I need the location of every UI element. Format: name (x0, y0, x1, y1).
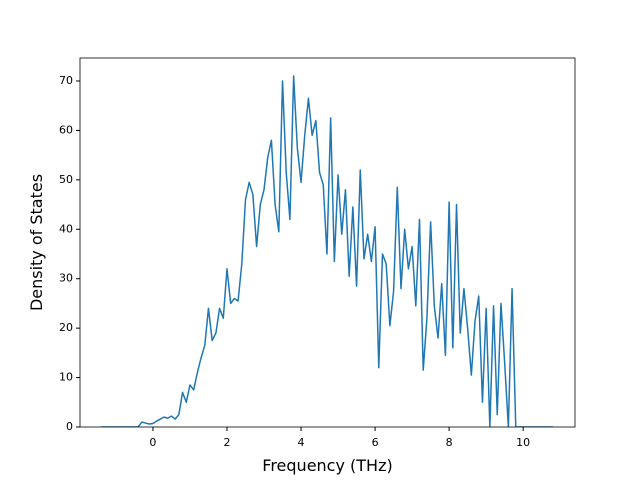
x-axis-label: Frequency (THz) (262, 456, 392, 475)
y-tick-label: 50 (59, 173, 73, 186)
y-tick-label: 30 (59, 272, 73, 285)
y-tick-label: 10 (59, 371, 73, 384)
x-tick-label: 4 (298, 436, 305, 449)
y-tick-label: 20 (59, 321, 73, 334)
y-tick-label: 40 (59, 222, 73, 235)
y-axis-label: Density of States (27, 174, 46, 311)
x-tick-label: 2 (223, 436, 230, 449)
plot-frame (79, 57, 576, 428)
y-tick-label: 0 (66, 420, 73, 433)
x-tick-label: 10 (516, 436, 530, 449)
line (101, 75, 553, 427)
x-tick-label: 8 (446, 436, 453, 449)
x-tick-label: 6 (372, 436, 379, 449)
x-tick-label: 0 (149, 436, 156, 449)
y-tick-label: 70 (59, 74, 73, 87)
y-tick-label: 60 (59, 123, 73, 136)
